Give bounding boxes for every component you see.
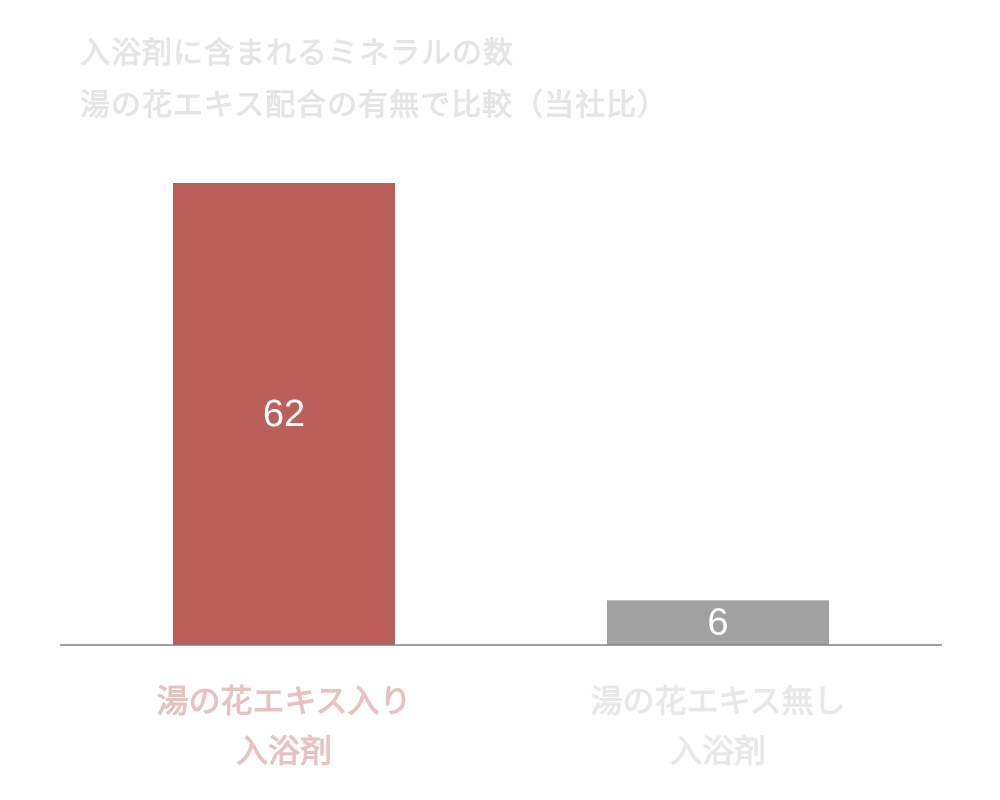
bar-value-label-1: 62 [263,393,305,435]
chart-title-line-1: 入浴剤に含まれるミネラルの数 [80,36,514,71]
category-label-1-line-2: 入浴剤 [236,732,332,770]
category-label-1-line-1: 湯の花エキス入り [156,682,411,720]
chart-title: 入浴剤に含まれるミネラルの数 湯の花エキス配合の有無で比較（当社比） [80,28,940,132]
category-label-2-line-1: 湯の花エキス無し [590,682,845,720]
bar-2 [607,600,829,645]
bar-value-label-2: 6 [707,602,728,644]
bar-1 [173,183,395,645]
bars-group: 62 6 [173,183,829,645]
chart-title-line-2: 湯の花エキス配合の有無で比較（当社比） [80,88,669,123]
category-label-2-line-2: 入浴剤 [670,732,766,770]
